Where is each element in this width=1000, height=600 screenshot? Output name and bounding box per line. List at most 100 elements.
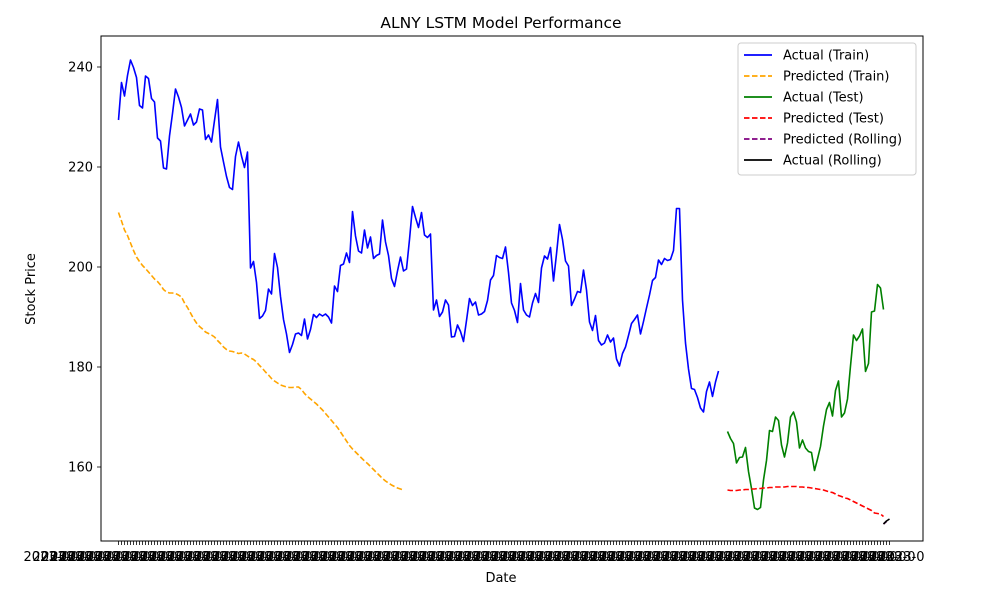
x-tick-label: 2023-0 xyxy=(681,550,727,565)
x-tick-label: 2023-0 xyxy=(744,550,790,565)
x-tick-label: 2023-0 xyxy=(510,550,556,565)
x-tick-label: 2023-0 xyxy=(60,550,106,565)
x-tick-label: 2023-0 xyxy=(276,550,322,565)
series-line-actual-train xyxy=(117,59,720,413)
x-tick-label: 2023-0 xyxy=(447,550,493,565)
legend-label-actual-train: Actual (Train) xyxy=(783,49,869,64)
x-tick-label: 2023-0 xyxy=(753,550,799,565)
x-tick-label: 2023-0 xyxy=(240,550,286,565)
x-tick-label: 2023-0 xyxy=(654,550,700,565)
y-axis-ticks: 160 180 200 220 240 xyxy=(68,61,101,476)
x-tick-label: 2023-0 xyxy=(762,550,808,565)
x-tick-label: 2023-0 xyxy=(96,550,142,565)
x-tick-label: 2023-0 xyxy=(393,550,439,565)
x-tick-label: 2023-0 xyxy=(141,550,187,565)
x-tick-label: 2023-0 xyxy=(870,550,916,565)
x-tick-label: 2023-0 xyxy=(618,550,664,565)
x-tick-label: 2023-0 xyxy=(267,550,313,565)
x-tick-label: 2023-0 xyxy=(483,550,529,565)
legend-label-actual-rolling: Actual (Rolling) xyxy=(783,154,882,169)
x-tick-label: 2023-0 xyxy=(150,550,196,565)
x-tick-label: 2023-0 xyxy=(591,550,637,565)
x-tick-label: 2023-0 xyxy=(348,550,394,565)
x-tick-label: 2023-0 xyxy=(132,550,178,565)
x-tick-label: 2023-0 xyxy=(177,550,223,565)
x-tick-label: 2023-0 xyxy=(834,550,880,565)
x-tick-label: 2023-0 xyxy=(222,550,268,565)
x-tick-label: 2023-0 xyxy=(492,550,538,565)
x-tick-label: 2023-0 xyxy=(114,550,160,565)
x-tick-label: 2023-0 xyxy=(285,550,331,565)
x-tick-label: 2023-0 xyxy=(123,550,169,565)
x-tick-label: 2023-0 xyxy=(294,550,340,565)
y-tick-label: 180 xyxy=(68,361,93,376)
x-tick-label: 2023-0 xyxy=(627,550,673,565)
x-tick-label: 2023-0 xyxy=(33,550,79,565)
x-tick-label: 2023-0 xyxy=(528,550,574,565)
x-tick-label: 2023-0 xyxy=(816,550,862,565)
legend-label-predicted-test: Predicted (Test) xyxy=(783,112,884,127)
x-tick-labels: 2023-02023-02023-02023-02023-02023-02023… xyxy=(24,550,925,565)
x-tick-label: 2023-0 xyxy=(573,550,619,565)
x-tick-label: 2023-0 xyxy=(798,550,844,565)
x-tick-label: 2023-0 xyxy=(321,550,367,565)
x-tick-label: 2023-0 xyxy=(564,550,610,565)
x-tick-label: 2023-0 xyxy=(645,550,691,565)
x-axis-label: Date xyxy=(485,571,516,586)
x-tick-label: 2023-0 xyxy=(780,550,826,565)
series-line-actual-rolling xyxy=(882,518,890,525)
x-tick-label: 2023-0 xyxy=(879,550,925,565)
x-tick-label: 2023-0 xyxy=(474,550,520,565)
x-tick-label: 2023-0 xyxy=(78,550,124,565)
x-tick-label: 2023-0 xyxy=(735,550,781,565)
x-tick-label: 2023-0 xyxy=(771,550,817,565)
x-tick-label: 2023-0 xyxy=(672,550,718,565)
series-lines xyxy=(117,59,890,525)
x-tick-label: 2023-0 xyxy=(429,550,475,565)
x-tick-label: 2023-0 xyxy=(843,550,889,565)
y-tick-label: 160 xyxy=(68,461,93,476)
y-tick-label: 200 xyxy=(68,261,93,276)
x-tick-label: 2023-0 xyxy=(825,550,871,565)
legend: Actual (Train) Predicted (Train) Actual (T… xyxy=(737,42,917,176)
x-tick-label: 2023-0 xyxy=(465,550,511,565)
x-tick-label: 2023-0 xyxy=(501,550,547,565)
x-tick-label: 2023-0 xyxy=(42,550,88,565)
x-tick-label: 2023-0 xyxy=(861,550,907,565)
series-line-predicted-train xyxy=(117,212,404,491)
x-tick-label: 2023-0 xyxy=(24,550,70,565)
x-tick-label: 2023-0 xyxy=(546,550,592,565)
x-tick-label: 2023-0 xyxy=(258,550,304,565)
x-axis-ticks xyxy=(118,541,890,545)
x-tick-label: 2023-0 xyxy=(609,550,655,565)
x-tick-label: 2023-0 xyxy=(303,550,349,565)
x-tick-label: 2023-0 xyxy=(807,550,853,565)
x-tick-label: 2023-0 xyxy=(555,550,601,565)
y-tick-label: 240 xyxy=(68,61,93,76)
x-tick-label: 2023-0 xyxy=(699,550,745,565)
x-tick-label: 2023-0 xyxy=(204,550,250,565)
x-tick-label: 2023-0 xyxy=(717,550,763,565)
x-tick-label: 2023-0 xyxy=(249,550,295,565)
x-tick-label: 2023-0 xyxy=(168,550,214,565)
chart-title: ALNY LSTM Model Performance xyxy=(380,14,621,32)
plot-frame xyxy=(100,35,924,542)
x-tick-label: 2023-0 xyxy=(789,550,835,565)
legend-label-predicted-rolling: Predicted (Rolling) xyxy=(783,133,902,148)
series-line-actual-test xyxy=(726,283,885,511)
y-tick-label: 220 xyxy=(68,161,93,176)
x-tick-label: 2023-0 xyxy=(537,550,583,565)
x-tick-label: 2023-0 xyxy=(726,550,772,565)
x-tick-label: 2023-0 xyxy=(708,550,754,565)
x-tick-label: 2023-0 xyxy=(69,550,115,565)
x-tick-label: 2023-0 xyxy=(636,550,682,565)
x-tick-label: 2023-0 xyxy=(51,550,97,565)
x-tick-label: 2023-0 xyxy=(357,550,403,565)
legend-label-predicted-train: Predicted (Train) xyxy=(783,70,890,85)
x-tick-label: 2023-0 xyxy=(663,550,709,565)
legend-label-actual-test: Actual (Test) xyxy=(783,91,864,106)
x-tick-label: 2023-0 xyxy=(87,550,133,565)
x-tick-label: 2023-0 xyxy=(312,550,358,565)
x-tick-label: 2023-0 xyxy=(186,550,232,565)
x-tick-label: 2023-0 xyxy=(852,550,898,565)
